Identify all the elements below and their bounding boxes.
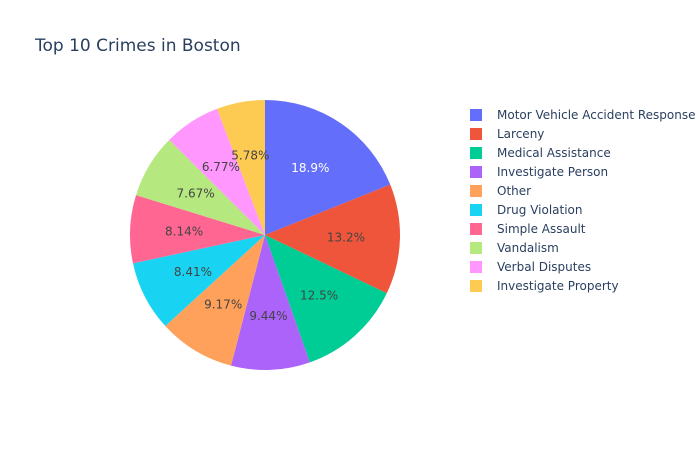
pie-slice-medical-assistance[interactable] [265,235,387,363]
pie-slices [129,100,401,370]
legend-label: Simple Assault [497,222,586,236]
legend-label: Larceny [497,127,544,141]
pie-slice-label: 9.17% [204,297,242,311]
legend-swatch [470,147,482,159]
legend-label: Other [497,184,531,198]
legend-swatch [470,109,482,121]
legend-swatch [470,280,482,292]
legend-item-larceny[interactable]: Larceny [470,127,544,141]
pie-slice-labels: 18.9% 13.2% 12.5% 9.44% 9.17% 8.41% 8.14% 7.67%… [165,148,365,323]
legend-item-investigate-person[interactable]: Investigate Person [470,165,608,179]
legend-item-other[interactable]: Other [470,184,531,198]
legend-item-verbal-disputes[interactable]: Verbal Disputes [470,260,591,274]
legend-label: Medical Assistance [497,146,611,160]
legend-swatch [470,128,482,140]
legend-item-investigate-property[interactable]: Investigate Property [470,279,619,293]
legend-swatch [470,223,482,235]
pie-slice-motor-vehicle-accident-response[interactable] [265,100,391,235]
legend-item-drug-violation[interactable]: Drug Violation [470,203,583,217]
pie-slice-label: 5.78% [231,148,269,162]
pie-slice-drug-violation[interactable] [133,235,265,327]
pie-slice-verbal-disputes[interactable] [169,108,265,235]
pie-slice-simple-assault[interactable] [129,195,265,264]
legend-item-motor-vehicle-accident-response[interactable]: Motor Vehicle Accident Response [470,108,696,122]
pie-slice-label: 8.41% [174,265,212,279]
legend-label: Vandalism [497,241,559,255]
legend-item-vandalism[interactable]: Vandalism [470,241,559,255]
pie-slice-label: 7.67% [177,186,215,200]
legend-label: Drug Violation [497,203,583,217]
legend-swatch [470,261,482,273]
legend-swatch [470,242,482,254]
legend-swatch [470,185,482,197]
pie-slice-investigate-property[interactable] [217,100,265,235]
pie-slice-other[interactable] [165,235,265,366]
pie-slice-vandalism[interactable] [136,139,265,235]
pie-slice-label: 12.5% [300,288,338,302]
legend-swatch [470,204,482,216]
legend-label: Investigate Property [497,279,619,293]
legend-label: Investigate Person [497,165,608,179]
legend-label: Verbal Disputes [497,260,591,274]
pie-slice-label: 6.77% [202,160,240,174]
pie-slice-label: 18.9% [291,161,329,175]
legend-swatch [470,166,482,178]
legend: Motor Vehicle Accident Response Larceny Me… [470,108,696,293]
pie-slice-larceny[interactable] [265,184,401,294]
legend-item-simple-assault[interactable]: Simple Assault [470,222,586,236]
pie-slice-label: 8.14% [165,224,203,238]
pie-slice-label: 13.2% [327,231,365,245]
chart-title: Top 10 Crimes in Boston [34,36,241,56]
pie-slice-investigate-person[interactable] [231,235,310,370]
pie-slice-label: 9.44% [249,309,287,323]
legend-label: Motor Vehicle Accident Response [497,108,696,122]
legend-item-medical-assistance[interactable]: Medical Assistance [470,146,611,160]
